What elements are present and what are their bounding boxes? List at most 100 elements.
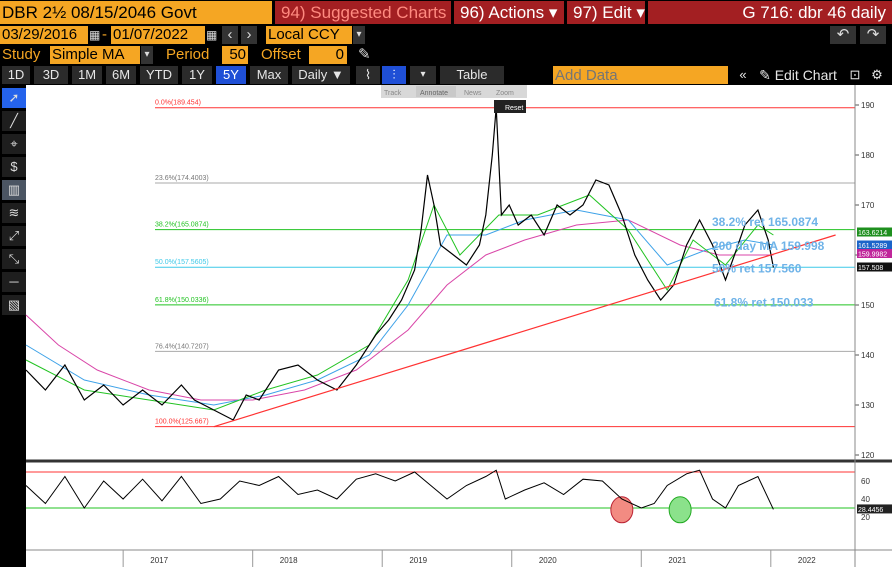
frequency-label: Daily	[298, 67, 328, 82]
suggested-charts-button[interactable]: 94) Suggested Charts	[275, 1, 451, 24]
x-tick-label: 2018	[280, 556, 298, 565]
fib-label: 23.6%(174.4003)	[155, 175, 209, 182]
fib-label: 0.0%(189.454)	[155, 100, 201, 107]
last-value-badge: 161.5289	[857, 240, 892, 250]
chevron-down-icon: ▾	[636, 3, 645, 22]
chevron-down-icon[interactable]: ▾	[353, 26, 365, 44]
range-3d-button[interactable]: 3D	[34, 66, 68, 84]
study-bar: Study Simple MA ▾ Period 50 Offset 0 ✎	[0, 45, 892, 65]
last-value-label: 161.5289	[858, 243, 887, 250]
edit-chart-label: Edit Chart	[774, 67, 837, 83]
rsi-tick-label: 40	[861, 495, 870, 504]
edit-chart-button[interactable]: ✎ Edit Chart	[756, 66, 840, 84]
green-circle-marker	[668, 496, 692, 524]
reset-button[interactable]	[494, 100, 526, 113]
calendar-icon[interactable]: ▦	[206, 28, 218, 42]
bar-chart-icon[interactable]: ⫶	[382, 66, 406, 84]
edit-square-icon[interactable]: ⊡	[846, 66, 864, 84]
fib-label: 61.8%(150.0336)	[155, 297, 209, 304]
last-value-badge: 157.508	[857, 262, 892, 272]
actions-menu[interactable]: 96) Actions ▾	[454, 1, 564, 24]
calendar-icon[interactable]: ▦	[89, 28, 101, 42]
annotation-label: 38.2% ret 165.0874	[712, 215, 818, 229]
last-value-badge: 163.6214	[857, 227, 892, 237]
line-chart-icon[interactable]: ⌇	[356, 66, 380, 84]
ray-tool-icon[interactable]: ⤡	[2, 249, 26, 269]
collapse-icon[interactable]: «	[734, 66, 752, 84]
eraser-icon[interactable]: ▧	[2, 295, 26, 315]
add-data-input[interactable]	[553, 66, 728, 84]
price-tool-icon[interactable]: $	[2, 157, 26, 177]
range-1d-button[interactable]: 1D	[2, 66, 30, 84]
y-tick-label: 120	[861, 451, 875, 460]
range-ytd-button[interactable]: YTD	[140, 66, 178, 84]
ma100-line	[25, 209, 774, 406]
pencil-icon[interactable]: ✎	[358, 46, 371, 63]
annotation-label: 50% ret 157.560	[712, 262, 802, 276]
chevron-down-icon[interactable]: ▾	[141, 46, 153, 64]
last-value-badge-box	[857, 227, 892, 237]
start-date-field[interactable]: 03/29/2016	[0, 26, 88, 44]
next-arrow-icon[interactable]: ›	[241, 26, 257, 44]
table-button[interactable]: Table	[440, 66, 504, 84]
frequency-select[interactable]: Daily ▼	[292, 66, 350, 84]
period-field[interactable]: 50	[222, 46, 248, 64]
x-tick-label: 2019	[409, 556, 427, 565]
fib-tool-icon[interactable]: ▥	[2, 180, 26, 200]
y-tick-label: 140	[861, 351, 875, 360]
reset-label: Reset	[505, 105, 523, 112]
prev-arrow-icon[interactable]: ‹	[222, 26, 238, 44]
settings-icon[interactable]: ⚙	[868, 66, 886, 84]
rsi-line	[25, 469, 774, 510]
fib-label: 76.4%(140.7207)	[155, 343, 209, 350]
mini-track[interactable]: Track	[384, 90, 402, 97]
date-bar: 03/29/2016 ▦ - 01/07/2022 ▦ ‹ › Local CC…	[0, 25, 892, 45]
x-tick-label: 2020	[539, 556, 557, 565]
chevron-down-icon: ▾	[548, 3, 558, 22]
fib-label: 50.0%(157.5605)	[155, 259, 209, 266]
currency-select[interactable]: Local CCY	[266, 26, 352, 44]
range-1y-button[interactable]: 1Y	[182, 66, 212, 84]
rsi-value-badge	[857, 504, 892, 514]
range-max-button[interactable]: Max	[250, 66, 288, 84]
series: 38.2% ret 165.0874 200 day MA 159.998 50% …	[25, 107, 836, 428]
fib-label: 100.0%(125.667)	[155, 419, 209, 426]
axes: 1201301401501601701801902017201820192020…	[26, 85, 892, 567]
range-6m-button[interactable]: 6M	[106, 66, 136, 84]
date-dash: -	[102, 26, 110, 44]
annotation-tool-icon[interactable]: ⌖	[2, 134, 26, 154]
last-value-badge: 159.9982	[857, 249, 892, 259]
study-label: Study	[2, 46, 48, 64]
last-value-badge-box	[857, 240, 892, 250]
mini-zoom[interactable]: Zoom	[496, 90, 514, 97]
trend-tool-icon[interactable]: ⤢	[2, 226, 26, 246]
draw-line-icon[interactable]: ╱	[2, 111, 26, 131]
redo-icon[interactable]: ↷	[860, 26, 886, 44]
study-select[interactable]: Simple MA	[50, 46, 140, 64]
chevron-down-icon[interactable]: ▾	[410, 66, 436, 84]
annotation-label: 200 day MA 159.998	[712, 239, 825, 253]
x-tick-label: 2021	[668, 556, 686, 565]
trendline	[213, 234, 836, 428]
end-date-field[interactable]: 01/07/2022	[111, 26, 205, 44]
price-chart[interactable]: 0.0%(189.454) 23.6%(174.4003) 38.2%(165.08…	[0, 85, 892, 567]
mini-news[interactable]: News	[464, 90, 482, 97]
fib-label: 38.2%(165.0874)	[155, 222, 209, 229]
edit-menu[interactable]: 97) Edit ▾	[567, 1, 645, 24]
mini-annotate[interactable]: Annotate	[420, 90, 448, 97]
offset-field[interactable]: 0	[309, 46, 347, 64]
cursor-icon[interactable]: ➚	[2, 88, 26, 108]
range-5y-button[interactable]: 5Y	[216, 66, 246, 84]
undo-icon[interactable]: ↶	[830, 26, 856, 44]
period-label: Period	[166, 46, 222, 64]
x-tick-label: 2017	[150, 556, 168, 565]
last-value-badge-box	[857, 249, 892, 258]
channel-tool-icon[interactable]: ≋	[2, 203, 26, 223]
y-tick-label: 180	[861, 151, 875, 160]
annotation-label: 61.8% ret 150.033	[714, 296, 814, 310]
chart-title: G 716: dbr 46 daily	[648, 1, 892, 24]
horizontal-line-icon[interactable]: ─	[2, 272, 26, 292]
security-field[interactable]: DBR 2½ 08/15/2046 Govt	[0, 1, 272, 24]
price-line	[25, 107, 774, 421]
range-1m-button[interactable]: 1M	[72, 66, 102, 84]
